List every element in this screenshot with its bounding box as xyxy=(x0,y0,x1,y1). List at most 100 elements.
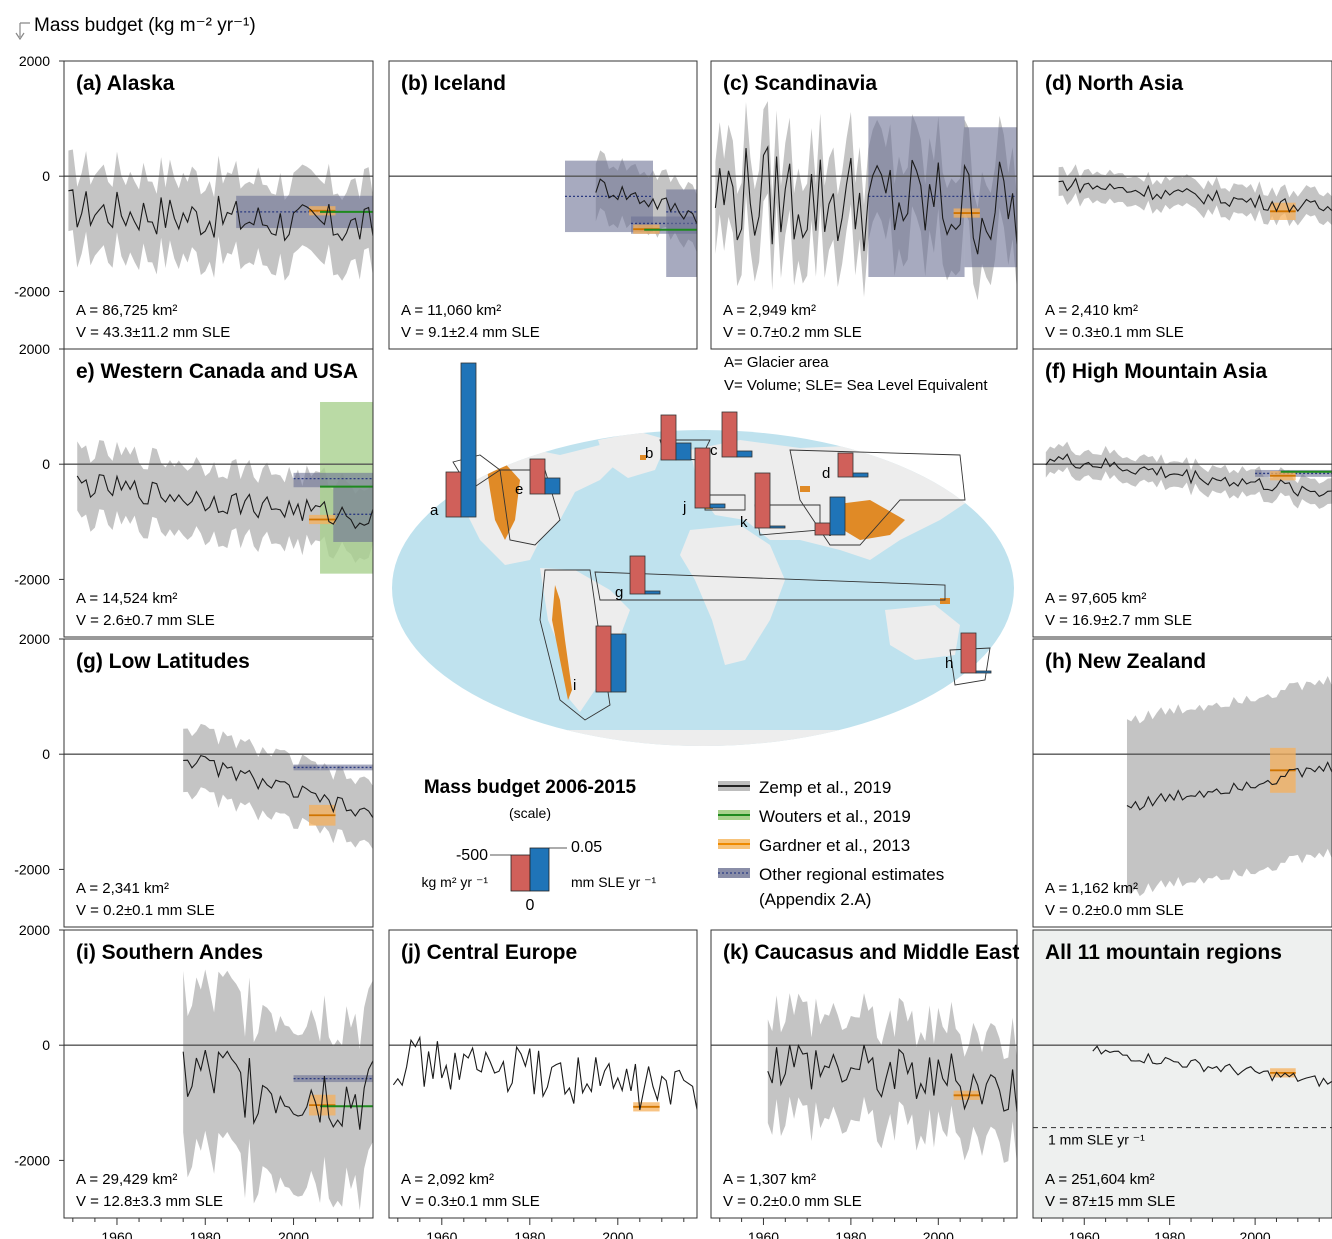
panel-frame xyxy=(710,60,1018,350)
panel-area: A = 29,429 km² xyxy=(76,1171,177,1188)
map-sle-bar xyxy=(544,477,561,495)
x-tick-label: 1980 xyxy=(190,1229,221,1239)
scale-sle-bar xyxy=(529,847,550,892)
panel-k: (k) Caucasus and Middle East A = 1,307 km… xyxy=(710,929,1019,1239)
zemp-series-line xyxy=(392,1035,697,1111)
zemp-series-line xyxy=(1058,177,1332,213)
scale-left-unit: kg m² yr ⁻¹ xyxy=(422,874,489,890)
panel-volume: V = 16.9±2.7 mm SLE xyxy=(1045,612,1192,629)
map-sle-bar xyxy=(675,442,692,461)
scale-mass-bar xyxy=(510,854,531,892)
panel-volume: V = 9.1±2.4 mm SLE xyxy=(401,324,540,341)
map-region-label: c xyxy=(710,442,718,459)
panel-all: 1 mm SLE yr ⁻¹ All 11 mountain regions A =… xyxy=(1032,929,1332,1239)
panel-area: A = 251,604 km² xyxy=(1045,1171,1155,1188)
map-region-label: h xyxy=(945,655,953,672)
y-tick-label: 0 xyxy=(42,1037,50,1053)
panel-frame xyxy=(710,929,1018,1219)
panel-volume: V = 0.2±0.0 mm SLE xyxy=(1045,902,1184,919)
x-tick-label: 2000 xyxy=(602,1229,633,1239)
y-tick-label: -2000 xyxy=(14,283,50,299)
panel-title: (i) Southern Andes xyxy=(76,941,263,964)
y-axis-label: Mass budget (kg m⁻² yr⁻¹) xyxy=(15,15,256,41)
world-map: abcdefghijk A= Glacier area V= Volume; S… xyxy=(392,354,1014,746)
zemp-series-line xyxy=(767,1043,1017,1113)
zemp-series-line xyxy=(1126,761,1332,811)
zemp-series-line xyxy=(68,189,373,242)
reference-label: 1 mm SLE yr ⁻¹ xyxy=(1048,1132,1145,1148)
panel-title: (d) North Asia xyxy=(1045,72,1183,95)
scale-left-value: -500 xyxy=(456,847,488,864)
legend-item-gardner: Gardner et al., 2013 xyxy=(759,836,910,855)
scale-zero: 0 xyxy=(526,897,535,914)
zemp-series-line xyxy=(76,474,373,530)
panel-title: (k) Caucasus and Middle East xyxy=(723,941,1019,964)
other-estimate-band xyxy=(964,127,1017,268)
panel-i: (i) Southern Andes A = 29,429 km² V = 12.8… xyxy=(14,922,374,1239)
y-tick-label: -2000 xyxy=(14,861,50,877)
zemp-uncertainty-band xyxy=(77,440,373,563)
panel-volume: V = 0.2±0.0 mm SLE xyxy=(723,1193,862,1210)
panel-area: A = 2,410 km² xyxy=(1045,302,1138,319)
map-mass-bar xyxy=(694,447,711,509)
y-tick-label: -2000 xyxy=(14,571,50,587)
legend-item-wouters: Wouters et al., 2019 xyxy=(759,807,911,826)
x-tick-label: 1960 xyxy=(101,1229,132,1239)
scale-box: Mass budget 2006-2015 (scale) -500 kg m²… xyxy=(422,777,657,914)
panel-area: A = 14,524 km² xyxy=(76,590,177,607)
zemp-uncertainty-band xyxy=(183,969,373,1211)
scale-title: Mass budget 2006-2015 xyxy=(424,777,637,798)
map-sle-bar xyxy=(736,450,753,458)
panel-frame xyxy=(1032,638,1332,928)
panel-d: (d) North Asia A = 2,410 km² V = 0.3±0.1 m… xyxy=(1032,60,1332,350)
zemp-series-line xyxy=(182,1049,373,1130)
panel-g: (g) Low Latitudes A = 2,341 km² V = 0.2±0.… xyxy=(14,631,374,928)
other-estimate-band xyxy=(666,189,697,277)
y-tick-label: -2000 xyxy=(14,1152,50,1168)
map-mass-bar xyxy=(445,471,462,518)
legend-item-zemp: Zemp et al., 2019 xyxy=(759,778,891,797)
zemp-series-line xyxy=(714,145,1017,255)
y-tick-label: 2000 xyxy=(19,631,50,647)
panel-volume: V = 12.8±3.3 mm SLE xyxy=(76,1193,223,1210)
panel-area: A = 97,605 km² xyxy=(1045,590,1146,607)
map-mass-bar xyxy=(837,452,854,478)
panel-area: A = 1,307 km² xyxy=(723,1171,816,1188)
map-region-label: j xyxy=(682,499,686,516)
map-mass-bar xyxy=(960,632,977,674)
map-sle-bar xyxy=(644,590,661,595)
panel-a: (a) Alaska A = 86,725 km² V = 43.3±11.2 mm… xyxy=(14,53,374,350)
svg-text:Mass budget (kg m⁻² yr⁻¹): Mass budget (kg m⁻² yr⁻¹) xyxy=(34,15,256,36)
map-region-label: e xyxy=(515,481,523,498)
panel-area: A = 2,092 km² xyxy=(401,1171,494,1188)
map-region-label: g xyxy=(615,584,623,601)
panel-e: e) Western Canada and USA A = 14,524 km² V… xyxy=(14,341,374,638)
panel-area: A = 86,725 km² xyxy=(76,302,177,319)
zemp-uncertainty-band xyxy=(1058,164,1332,227)
x-tick-label: 1980 xyxy=(835,1229,866,1239)
map-mass-bar xyxy=(529,458,546,495)
map-mass-bar xyxy=(660,414,677,461)
panel-volume: V = 2.6±0.7 mm SLE xyxy=(76,612,215,629)
legend: Zemp et al., 2019 Wouters et al., 2019 G… xyxy=(718,778,944,909)
panel-frame xyxy=(1032,929,1332,1219)
panel-frame xyxy=(63,638,374,928)
scale-right-unit: mm SLE yr ⁻¹ xyxy=(571,874,657,890)
map-bars: abcdefghijk xyxy=(430,362,992,694)
panel-frame xyxy=(63,929,374,1219)
panel-volume: V = 87±15 mm SLE xyxy=(1045,1193,1175,1210)
panel-title: (h) New Zealand xyxy=(1045,650,1206,673)
panel-title: (j) Central Europe xyxy=(401,941,577,964)
panel-c: (c) Scandinavia A = 2,949 km² V = 0.7±0.2 … xyxy=(710,60,1018,350)
panel-title: (c) Scandinavia xyxy=(723,72,877,95)
map-mass-bar xyxy=(814,522,831,536)
y-tick-label: 0 xyxy=(42,168,50,184)
map-region-label: i xyxy=(573,677,576,694)
other-estimate-band xyxy=(293,1075,373,1083)
panel-title: e) Western Canada and USA xyxy=(76,360,358,383)
panel-frame xyxy=(388,60,698,350)
panel-volume: V = 43.3±11.2 mm SLE xyxy=(76,324,230,341)
panel-frame xyxy=(1032,348,1332,638)
other-estimate-band xyxy=(293,472,373,488)
